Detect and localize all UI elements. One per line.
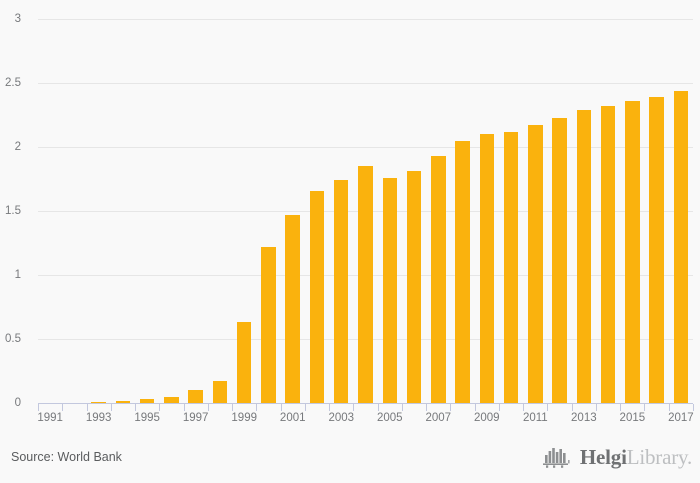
x-axis-tick-label: 2009 [473, 412, 500, 424]
x-axis-tick [86, 404, 88, 411]
logo-word-secondary: Library [626, 444, 687, 469]
bar[interactable] [212, 381, 228, 403]
bar[interactable] [479, 134, 495, 403]
bar[interactable] [600, 106, 616, 403]
x-axis-tick [353, 404, 355, 411]
source-caption: Source: World Bank [11, 450, 122, 464]
x-axis-tick-label: 2011 [522, 412, 548, 424]
bar[interactable] [625, 100, 640, 403]
x-axis-line [38, 403, 693, 404]
y-axis-tick-label: 1 [14, 269, 21, 281]
bar-chart-logo-icon [542, 448, 570, 468]
bar[interactable] [285, 214, 300, 403]
x-axis-tick [668, 404, 670, 411]
bar[interactable] [164, 396, 179, 403]
x-axis-tick-label: 1999 [231, 412, 257, 424]
x-axis-tick [547, 404, 549, 411]
bar[interactable] [236, 322, 252, 403]
y-axis-tick-label: 2 [14, 141, 21, 153]
x-axis-tick-label: 1997 [182, 412, 209, 424]
x-axis-tick-label: 2013 [571, 412, 597, 424]
x-axis-tick [595, 404, 597, 411]
x-axis-tick [498, 404, 500, 411]
x-axis-tick-label: 2017 [668, 412, 694, 424]
logo-word-suffix: . [686, 444, 692, 469]
x-axis-tick [256, 404, 258, 411]
x-axis-tick [401, 404, 403, 411]
x-axis-tick [426, 404, 428, 411]
bar[interactable] [139, 399, 155, 403]
gridline [38, 83, 693, 84]
y-axis-tick-label: 1.5 [5, 205, 21, 217]
bar[interactable] [309, 190, 325, 403]
x-axis-tick [232, 404, 234, 411]
bar[interactable] [358, 166, 373, 403]
x-axis-tick [644, 404, 646, 411]
x-axis-tick [110, 404, 112, 411]
bar[interactable] [406, 171, 422, 403]
x-axis-tick [450, 404, 452, 411]
bar[interactable] [503, 131, 519, 403]
bar[interactable] [333, 180, 349, 403]
bar[interactable] [552, 117, 567, 403]
x-axis-tick [159, 404, 161, 411]
x-axis-tick [620, 404, 622, 411]
gridline [38, 19, 693, 20]
x-axis-tick-label: 2005 [376, 412, 403, 424]
x-axis-tick [62, 404, 64, 411]
x-axis-tick-label: 1991 [37, 412, 63, 424]
bar[interactable] [431, 155, 446, 403]
x-axis-tick [474, 404, 476, 411]
x-axis-tick [571, 404, 573, 411]
helgi-library-logo[interactable]: HelgiLibrary. [542, 443, 692, 471]
bar[interactable] [455, 140, 470, 403]
x-axis-tick [377, 404, 379, 411]
logo-wordmark: HelgiLibrary. [579, 444, 692, 469]
x-axis-tick [329, 404, 331, 411]
gridline [38, 147, 693, 148]
x-axis-tick-label: 1995 [134, 412, 160, 424]
bar[interactable] [649, 97, 664, 403]
bar[interactable] [382, 177, 397, 403]
x-axis-tick-label: 2007 [425, 412, 452, 424]
bar[interactable] [188, 390, 203, 403]
bar[interactable] [673, 90, 689, 403]
x-axis-tick [38, 404, 39, 411]
x-axis-tick-label: 2015 [619, 412, 646, 424]
bar[interactable] [576, 109, 592, 403]
x-axis-tick-label: 2001 [279, 412, 306, 424]
x-axis-tick [304, 404, 306, 411]
bar[interactable] [91, 401, 106, 403]
x-axis-tick-label: 2003 [328, 412, 355, 424]
y-axis-tick-label: 2.5 [5, 77, 21, 89]
x-axis-tick-label: 1993 [85, 412, 112, 424]
x-axis-tick [693, 404, 694, 411]
bar[interactable] [261, 246, 276, 403]
bar[interactable] [115, 401, 131, 403]
x-axis-tick [183, 404, 185, 411]
y-axis-tick-label: 0 [14, 397, 21, 409]
y-axis-tick-label: 0.5 [5, 333, 21, 345]
bar[interactable] [528, 125, 543, 403]
x-axis-tick [135, 404, 137, 411]
x-axis-tick [280, 404, 282, 411]
x-axis-tick [523, 404, 525, 411]
y-axis-tick-label: 3 [14, 13, 21, 25]
x-axis-tick [207, 404, 209, 411]
logo-word-primary: Helgi [579, 444, 627, 469]
